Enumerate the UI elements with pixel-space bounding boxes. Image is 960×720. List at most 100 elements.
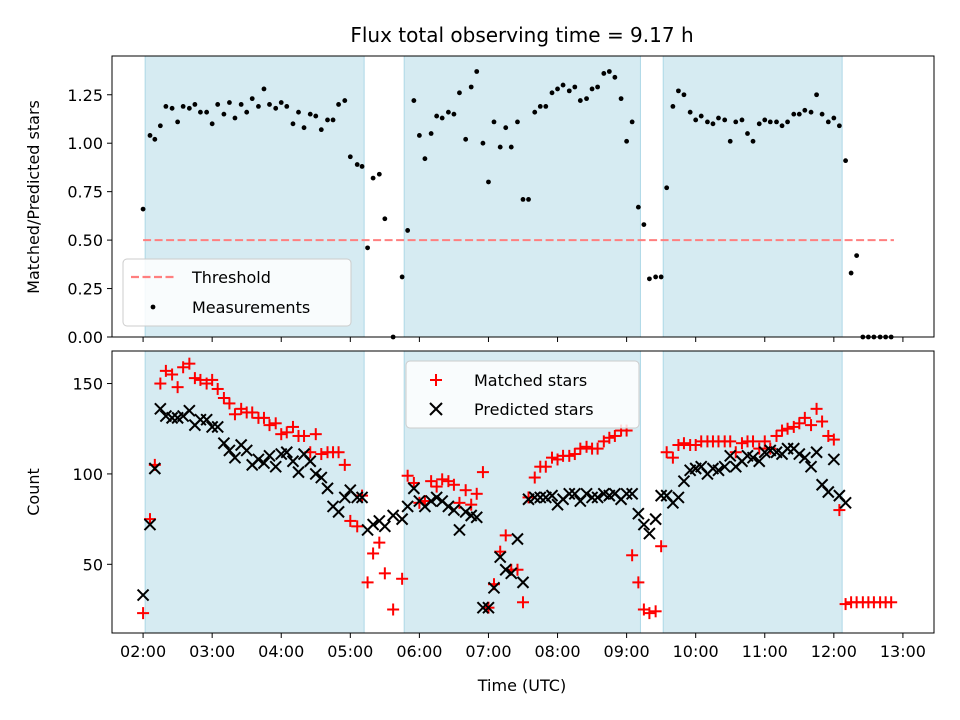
matched-star-point bbox=[776, 424, 789, 437]
measurement-point bbox=[503, 125, 509, 131]
x-tick-label: 08:00 bbox=[534, 642, 580, 661]
predicted-star-point bbox=[143, 518, 157, 531]
measurement-point bbox=[273, 105, 279, 111]
matched-star-point bbox=[159, 364, 172, 377]
measurement-point bbox=[227, 100, 232, 105]
measurement-point bbox=[267, 102, 272, 107]
matched-star-point bbox=[194, 373, 207, 386]
measurement-point bbox=[750, 138, 756, 144]
measurement-point bbox=[486, 179, 491, 185]
measurement-point bbox=[365, 245, 370, 251]
matched-star-point bbox=[839, 598, 852, 611]
matched-star-point bbox=[206, 373, 219, 386]
measurement-point bbox=[204, 109, 210, 115]
legend-predicted-label: Predicted stars bbox=[474, 400, 594, 419]
matched-star-point bbox=[580, 440, 593, 453]
predicted-star-point bbox=[718, 460, 731, 473]
measurement-point bbox=[301, 125, 307, 131]
predicted-star-point bbox=[534, 491, 547, 504]
predicted-star-point bbox=[332, 505, 345, 519]
predicted-star-point bbox=[223, 444, 236, 457]
matched-star-point bbox=[827, 433, 840, 446]
predicted-star-point bbox=[351, 491, 364, 504]
matched-star-point bbox=[436, 473, 449, 486]
matched-star-point bbox=[608, 429, 621, 442]
predicted-star-point bbox=[505, 567, 518, 580]
legend-top: Threshold Measurements bbox=[122, 258, 352, 327]
predicted-star-point bbox=[148, 462, 162, 475]
measurement-point bbox=[762, 117, 768, 123]
matched-star-point bbox=[332, 446, 345, 459]
measurement-point bbox=[354, 162, 360, 167]
measurement-point bbox=[854, 253, 860, 259]
x-axis-title: Time (UTC) bbox=[477, 676, 566, 695]
measurement-point bbox=[843, 158, 848, 164]
x-tick-label: 07:00 bbox=[465, 642, 511, 661]
legend-threshold-label: Threshold bbox=[191, 268, 271, 287]
predicted-star-point bbox=[378, 520, 392, 533]
measurement-point bbox=[791, 111, 797, 117]
matched-star-point bbox=[528, 471, 541, 484]
predicted-star-point bbox=[712, 464, 725, 477]
measurement-point bbox=[376, 171, 382, 177]
predicted-star-point bbox=[746, 451, 760, 464]
predicted-star-point bbox=[447, 503, 461, 517]
predicted-star-point bbox=[545, 489, 559, 502]
measurement-point bbox=[278, 100, 284, 105]
measurement-point bbox=[802, 107, 808, 113]
matched-star-point bbox=[275, 428, 288, 441]
matched-star-point bbox=[465, 498, 478, 511]
legend-measurements-label: Measurements bbox=[192, 298, 310, 317]
measurement-point bbox=[249, 96, 255, 102]
predicted-star-point bbox=[591, 491, 604, 504]
matched-star-point bbox=[459, 484, 472, 497]
matched-star-point bbox=[171, 381, 184, 394]
predicted-star-point bbox=[511, 532, 524, 546]
predicted-star-point bbox=[430, 491, 443, 504]
measurement-point bbox=[808, 109, 814, 115]
y-tick-label: 0.75 bbox=[67, 183, 103, 202]
measurement-point bbox=[405, 228, 411, 233]
predicted-star-point bbox=[672, 491, 685, 504]
legend-box-top bbox=[122, 258, 352, 327]
matched-star-point bbox=[677, 437, 690, 450]
measurement-point bbox=[589, 86, 595, 92]
legend-matched-label: Matched stars bbox=[474, 371, 587, 390]
matched-star-point bbox=[747, 435, 760, 448]
matched-star-point bbox=[810, 402, 823, 415]
predicted-star-point bbox=[487, 581, 501, 595]
measurement-point bbox=[566, 88, 572, 94]
measurement-point bbox=[336, 102, 341, 107]
y-axis-title-bottom: Count bbox=[24, 468, 43, 516]
predicted-star-point bbox=[563, 487, 576, 501]
predicted-star-point bbox=[211, 420, 224, 434]
measurement-point bbox=[359, 164, 365, 169]
measurement-point bbox=[382, 216, 388, 222]
matched-star-point bbox=[447, 478, 460, 491]
predicted-star-point bbox=[753, 455, 766, 468]
measurement-point bbox=[555, 86, 560, 92]
measurement-point bbox=[641, 222, 647, 228]
predicted-star-point bbox=[528, 491, 541, 504]
y-tick-label: 0.25 bbox=[67, 280, 103, 299]
measurement-point bbox=[705, 119, 710, 125]
predicted-star-point bbox=[315, 471, 328, 484]
measurement-point bbox=[537, 103, 543, 109]
measurement-point bbox=[439, 115, 445, 121]
legend-matched-swatch bbox=[430, 374, 442, 386]
measurement-point bbox=[261, 86, 267, 92]
matched-star-point bbox=[286, 420, 299, 433]
predicted-star-point bbox=[136, 588, 150, 602]
matched-star-point bbox=[280, 426, 293, 439]
y-axis-title-top: Matched/Predicted stars bbox=[24, 100, 43, 294]
measurement-point bbox=[848, 270, 854, 276]
matched-star-point bbox=[568, 448, 581, 461]
predicted-star-point bbox=[386, 509, 400, 522]
measurement-point bbox=[244, 109, 250, 115]
predicted-star-point bbox=[395, 512, 409, 526]
observing-window-2 bbox=[403, 55, 641, 338]
predicted-star-point bbox=[200, 413, 213, 426]
matched-star-point bbox=[298, 429, 311, 442]
matched-star-point bbox=[246, 406, 259, 419]
predicted-star-point bbox=[263, 449, 276, 463]
